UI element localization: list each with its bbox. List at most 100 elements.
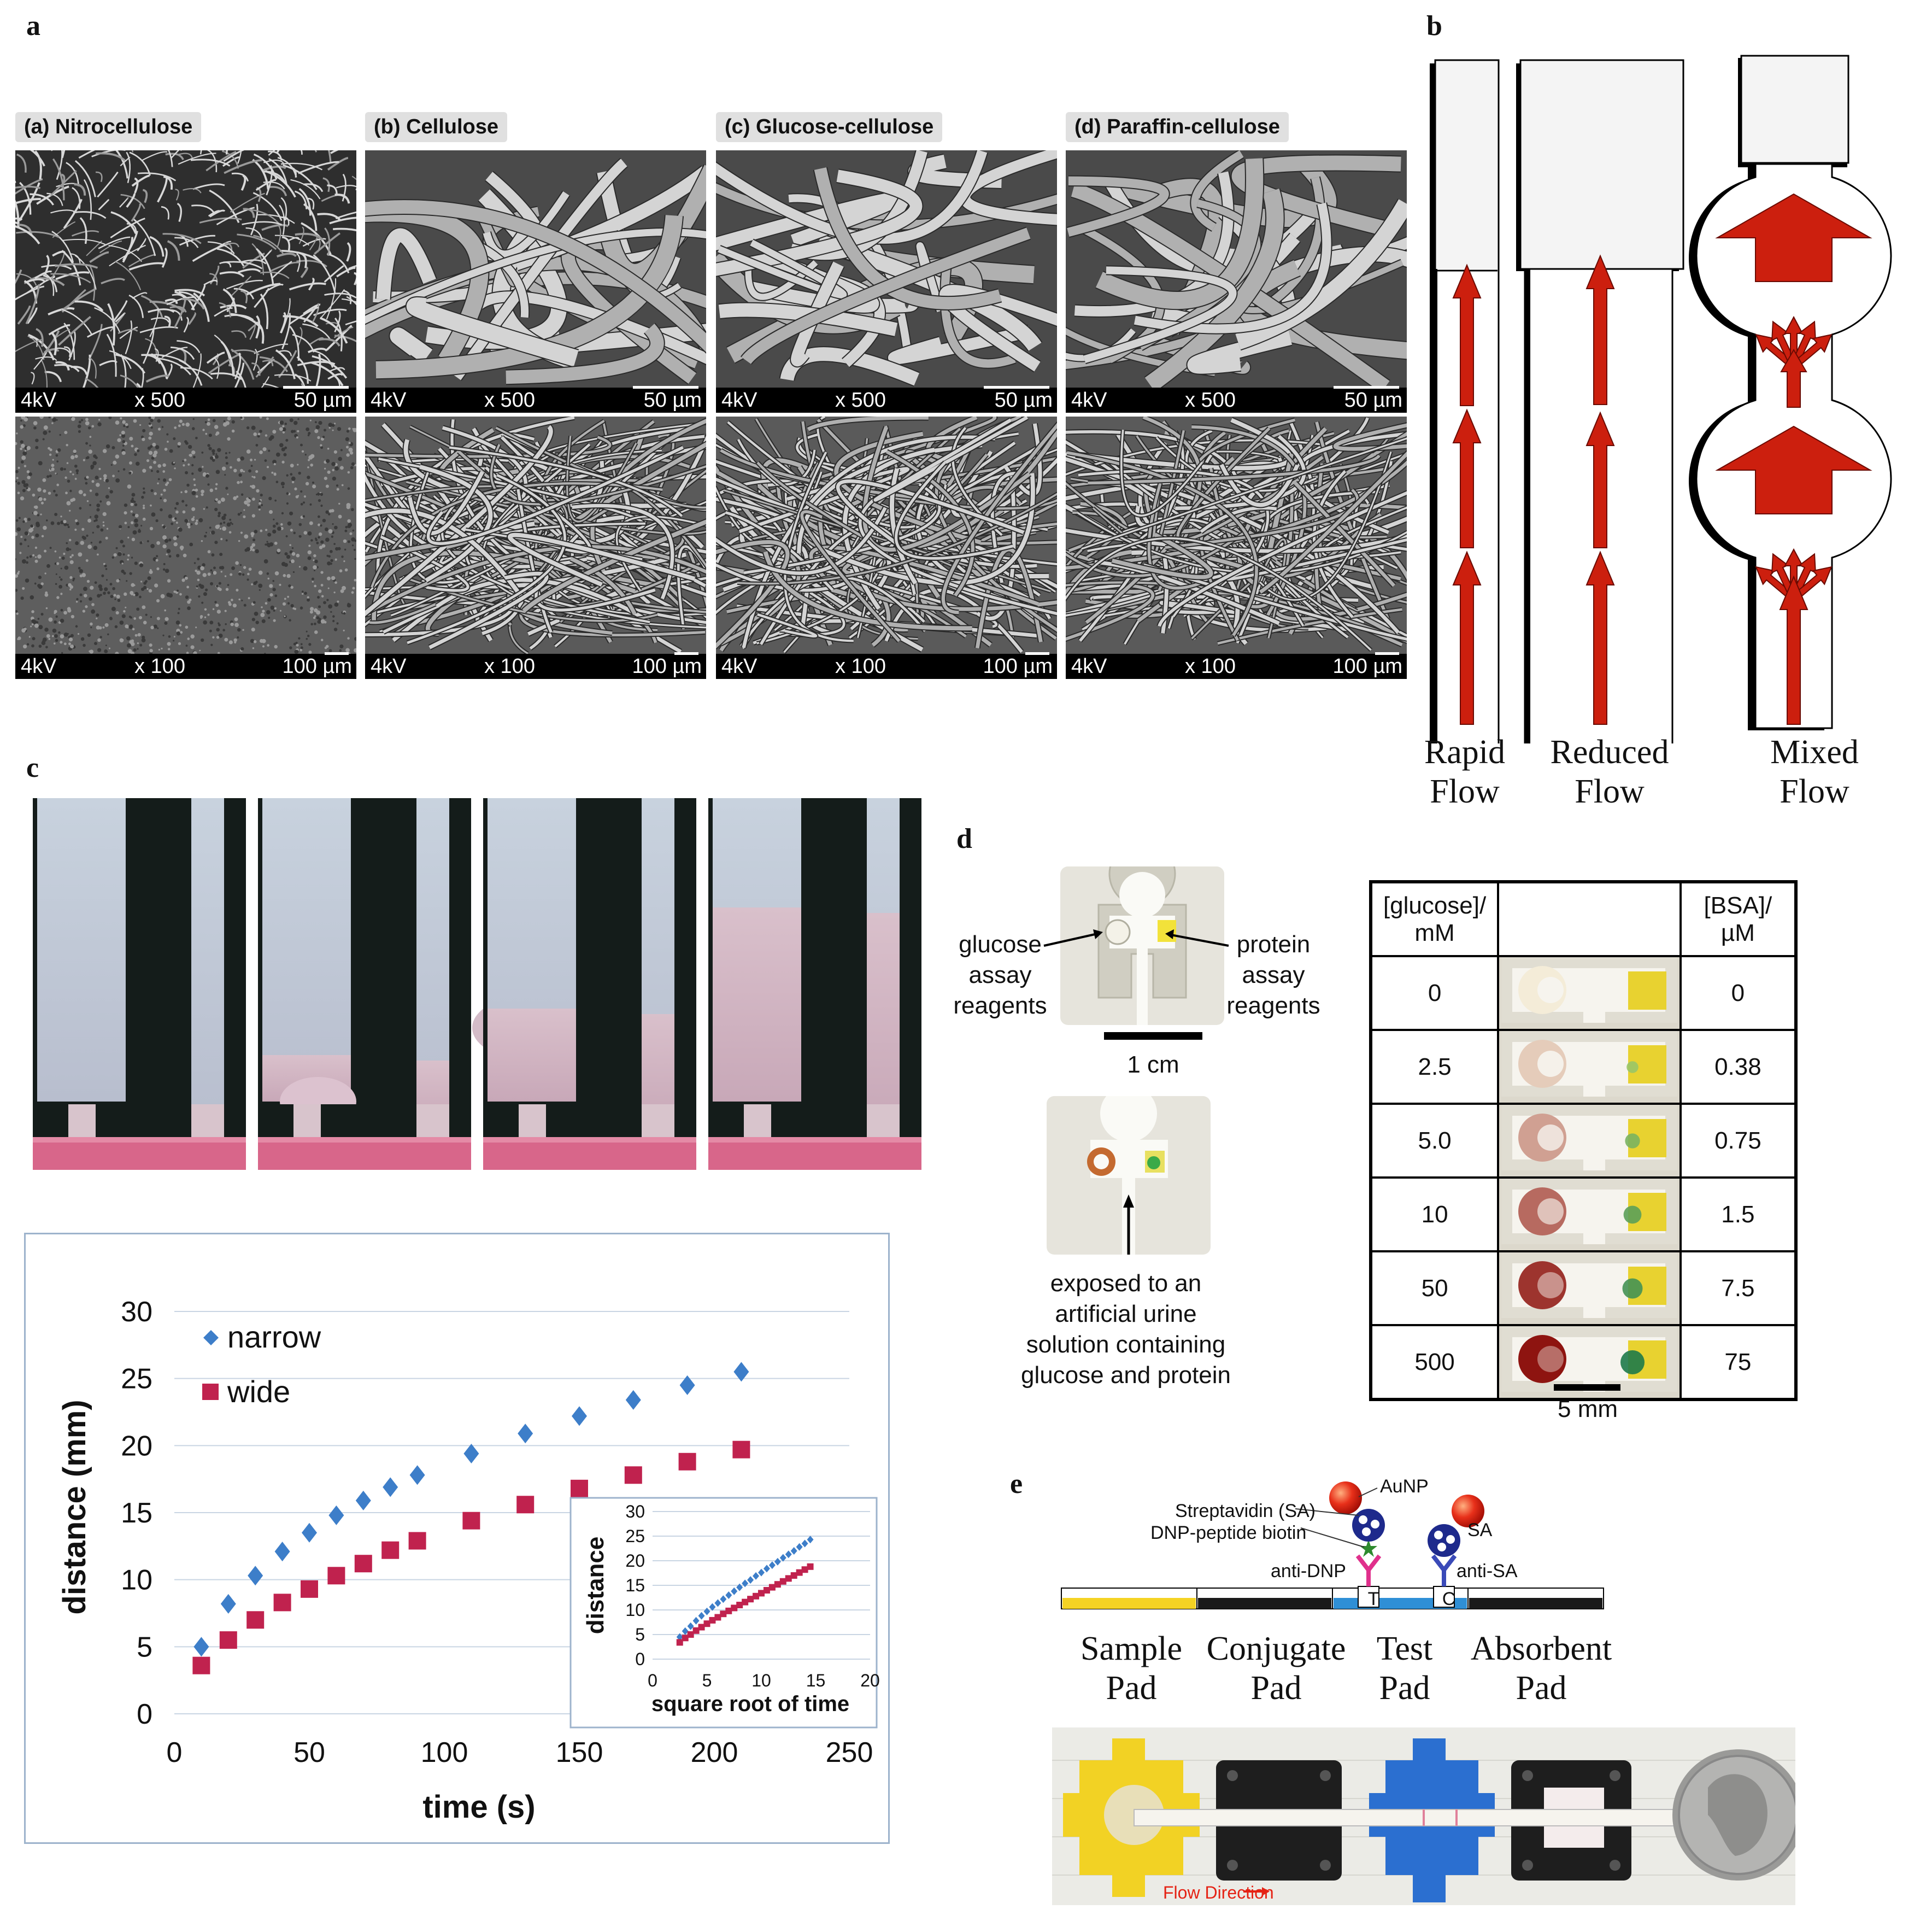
narrow-point <box>193 1637 209 1657</box>
photo-cell <box>1497 1103 1682 1179</box>
inset-y-tick: 5 <box>635 1625 645 1644</box>
inset-point <box>714 1614 721 1621</box>
inset-point <box>774 1557 781 1566</box>
flow-direction-label: Flow Direction <box>1163 1883 1274 1902</box>
glucose-bsa-results-table: [glucose]/mM [BSA]/µM 0 0 2.5 0.38 5.0 0.75 10… <box>1369 880 1798 1401</box>
narrow-point <box>248 1566 263 1586</box>
sem-scale-label: 100 µm <box>983 655 1053 678</box>
inset-point <box>731 1587 738 1595</box>
wide-point <box>516 1496 535 1514</box>
inset-point <box>682 1635 689 1642</box>
sem-scale-bar <box>1334 386 1399 389</box>
wide-point <box>571 1479 588 1497</box>
inset-y-label: distance <box>582 1537 609 1635</box>
sem-column-title: (c) Glucose-cellulose <box>716 112 943 142</box>
y-tick-label: 25 <box>121 1363 152 1395</box>
sem-kv: 4kV <box>371 655 407 678</box>
panel-label-e: e <box>1010 1468 1023 1500</box>
flow-arrow <box>1715 193 1872 282</box>
inset-point <box>807 1536 814 1544</box>
wide-point <box>408 1532 426 1550</box>
header-glucose: [glucose]/mM <box>1369 881 1500 957</box>
bsa-cell: 0.75 <box>1679 1103 1798 1179</box>
caption-line: Pad <box>1250 1670 1302 1707</box>
bsa-cell: 7.5 <box>1679 1250 1798 1326</box>
flow-arrow <box>1780 348 1807 408</box>
inset-point <box>736 1602 743 1608</box>
flow-arrow <box>1779 575 1808 725</box>
inset-point <box>687 1631 694 1638</box>
table-row: 500 75 <box>1369 1324 1798 1401</box>
sem-scale-label: 100 µm <box>632 655 702 678</box>
sem-scale-bar <box>325 652 349 655</box>
legend-label-narrow: narrow <box>227 1320 321 1354</box>
assay-result-photo <box>1501 1326 1677 1392</box>
sem-kv: 4kV <box>371 389 407 412</box>
header-bsa: [BSA]/µM <box>1679 881 1798 957</box>
glucose-cell: 2.5 <box>1369 1029 1500 1105</box>
y-tick-label: 0 <box>137 1698 152 1730</box>
wide-point <box>624 1466 642 1484</box>
sem-image-x500: 4kV x 500 50 µm <box>716 150 1057 413</box>
caption-line: Reduced <box>1550 734 1669 771</box>
inset-point <box>703 1620 710 1627</box>
label-c: C <box>1442 1589 1456 1609</box>
glucose-assay-label: glucose assay reagents <box>953 931 1047 1019</box>
inset-point <box>687 1622 694 1630</box>
inset-point <box>796 1543 803 1551</box>
x-tick-label: 50 <box>293 1737 325 1768</box>
bsa-cell: 1.5 <box>1679 1176 1798 1252</box>
narrow-point <box>220 1594 236 1614</box>
caption-line: Sample <box>1080 1630 1182 1667</box>
table-row: 50 7.5 <box>1369 1250 1798 1326</box>
exposed-description: exposed to an artificial urine solution co… <box>984 1268 1268 1391</box>
assay-result-photo <box>1501 1105 1677 1170</box>
glucose-cell: 50 <box>1369 1250 1500 1326</box>
scale-label-5mm: 5 mm <box>1558 1396 1618 1422</box>
narrow-point <box>409 1465 425 1485</box>
sem-magnification: x 100 <box>484 655 535 678</box>
narrow-point <box>355 1490 371 1510</box>
sem-kv: 4kV <box>1071 655 1107 678</box>
flow-arrow <box>1452 408 1482 548</box>
sem-kv: 4kV <box>721 655 757 678</box>
sem-info-bar: 4kV x 500 50 µm <box>15 388 356 413</box>
y-tick-label: 20 <box>121 1430 152 1462</box>
wide-point <box>678 1452 696 1471</box>
sem-scale-label: 50 µm <box>293 389 352 412</box>
device-photo-blank <box>1060 866 1224 1025</box>
sem-kv: 4kV <box>21 389 57 412</box>
inset-chart: 0 5 10 15 20 25 30 0 5 10 15 20 square root of time d… <box>569 1497 880 1729</box>
caption-line: Rapid <box>1424 734 1506 771</box>
sem-kv: 4kV <box>721 389 757 412</box>
sem-scale-bar <box>984 386 1049 389</box>
wide-point <box>246 1611 265 1629</box>
inset-point <box>742 1579 749 1588</box>
sem-column-title: (d) Paraffin-cellulose <box>1066 112 1289 142</box>
caption-reduced-flow: Reduced Flow <box>1528 733 1692 811</box>
inset-x-tick: 20 <box>860 1671 880 1690</box>
sem-scale-label: 50 µm <box>994 389 1053 412</box>
narrow-point <box>625 1390 641 1410</box>
inset-point <box>747 1596 754 1603</box>
bsa-cell: 75 <box>1679 1324 1798 1401</box>
inset-point <box>790 1547 797 1555</box>
y-tick-label: 30 <box>121 1296 152 1328</box>
inset-point <box>747 1576 754 1584</box>
inset-y-tick: 0 <box>635 1649 645 1669</box>
panel-c-wicking-photos <box>33 798 921 1170</box>
legend-marker-wide <box>202 1384 219 1400</box>
inset-point <box>807 1563 814 1570</box>
lateral-flow-schematic <box>1061 1481 1604 1609</box>
inset-point <box>768 1561 776 1569</box>
inset-point <box>720 1610 727 1618</box>
sem-magnification: x 500 <box>835 389 886 412</box>
sem-image-x500: 4kV x 500 50 µm <box>15 150 356 413</box>
inset-x-tick: 0 <box>648 1671 657 1690</box>
caption-sample-pad: Sample Pad <box>1060 1629 1202 1708</box>
inset-x-tick: 10 <box>751 1671 771 1690</box>
inset-point <box>763 1565 770 1573</box>
photo-cell <box>1497 955 1682 1031</box>
sem-scale-label: 50 µm <box>1344 389 1402 412</box>
